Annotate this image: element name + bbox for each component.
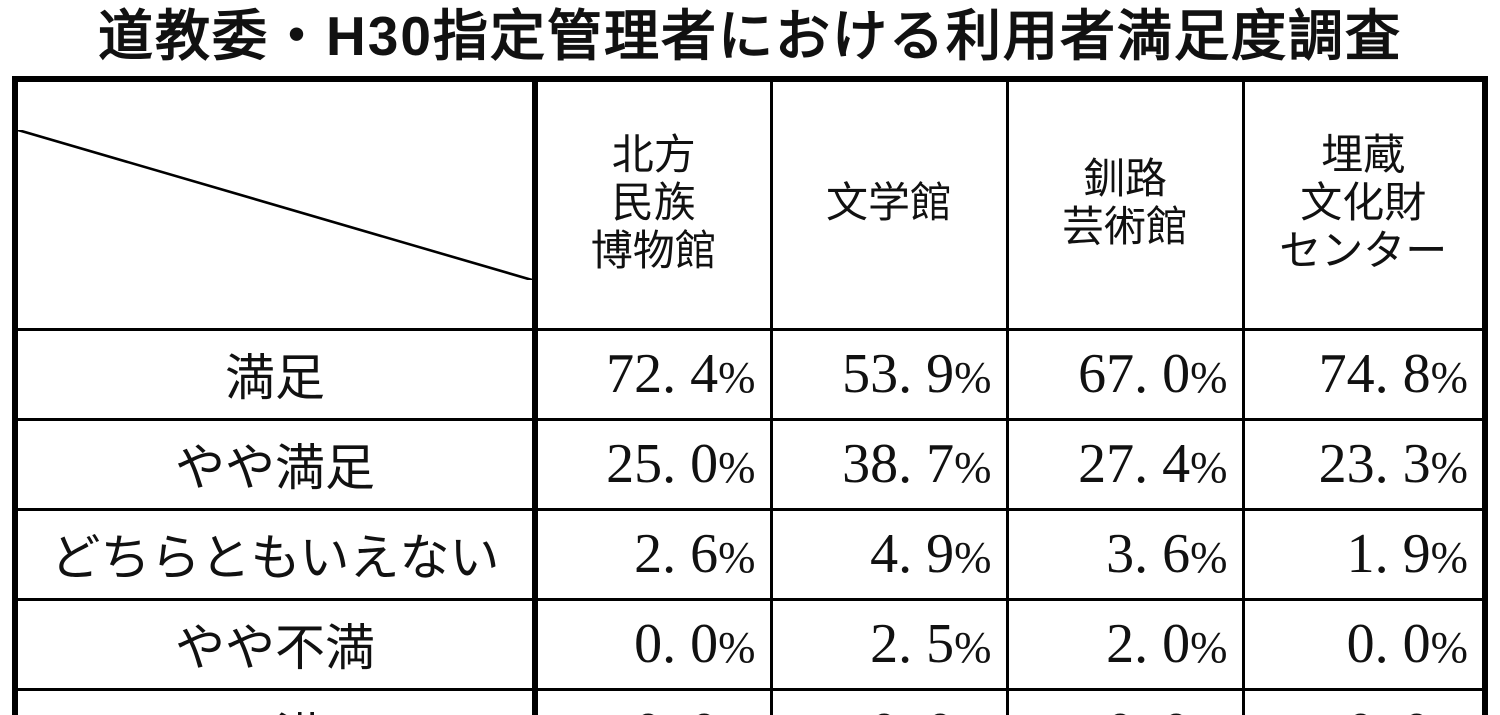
- value-number: 67. 0: [1078, 343, 1191, 405]
- column-header-hoppo-minzoku-hakubutsukan: 北方 民族 博物館: [533, 77, 773, 331]
- value-cell: 0. 0%: [1241, 687, 1487, 715]
- value-cell: 0. 0%: [533, 597, 773, 691]
- value-number: 72. 4: [606, 343, 719, 405]
- value-number: 0. 0: [870, 702, 954, 715]
- value-cell: 2. 5%: [769, 597, 1009, 691]
- percent-sign: %: [1190, 442, 1228, 492]
- value-cell: 74. 8%: [1241, 327, 1487, 421]
- value-cell: 0. 0%: [533, 687, 773, 715]
- value-cell: 23. 3%: [1241, 417, 1487, 511]
- percent-sign: %: [954, 622, 992, 672]
- percent-sign: %: [1190, 352, 1228, 402]
- percent-sign: %: [954, 711, 991, 715]
- value-cell: 2. 6%: [533, 507, 773, 601]
- value-number: 2. 5: [870, 613, 955, 675]
- percent-sign: %: [1430, 622, 1468, 672]
- table-row-yaya-fuman: やや不満 0. 0% 2. 5% 2. 0% 0. 0%: [13, 597, 1487, 691]
- column-header-maizo-bunkazai-center: 埋蔵 文化財 センター: [1241, 77, 1487, 331]
- value-number: 0. 0: [634, 613, 719, 675]
- value-cell: 0. 0%: [769, 687, 1009, 715]
- percent-sign: %: [718, 711, 755, 715]
- percent-sign: %: [1430, 442, 1468, 492]
- percent-sign: %: [718, 352, 756, 402]
- header-row: 北方 民族 博物館 文学館 釧路 芸術館 埋蔵 文化財 センター: [13, 77, 1487, 331]
- table-row-manzoku: 満足 72. 4% 53. 9% 67. 0% 74. 8%: [13, 327, 1487, 421]
- value-number: 25. 0: [606, 433, 719, 495]
- table-row-yaya-manzoku: やや満足 25. 0% 38. 7% 27. 4% 23. 3%: [13, 417, 1487, 511]
- table-row-dochiratomo-ienai: どちらともいえない 2. 6% 4. 9% 3. 6% 1. 9%: [13, 507, 1487, 601]
- value-cell: 72. 4%: [533, 327, 773, 421]
- table-row-fuman: 不満 0. 0% 0. 0% 0. 0% 0. 0%: [13, 687, 1487, 715]
- percent-sign: %: [1431, 711, 1468, 715]
- diagonal-line: [18, 129, 532, 280]
- percent-sign: %: [954, 442, 992, 492]
- percent-sign: %: [954, 532, 992, 582]
- percent-sign: %: [718, 622, 756, 672]
- row-label: やや不満: [13, 597, 538, 691]
- value-number: 53. 9: [842, 343, 955, 405]
- value-number: 0. 0: [1106, 702, 1190, 715]
- row-label: どちらともいえない: [13, 507, 538, 601]
- value-cell: 0. 0%: [1005, 687, 1245, 715]
- percent-sign: %: [1190, 711, 1227, 715]
- value-number: 3. 6: [1106, 523, 1191, 585]
- percent-sign: %: [1430, 532, 1468, 582]
- value-number: 0. 0: [1347, 702, 1431, 715]
- value-cell: 2. 0%: [1005, 597, 1245, 691]
- value-number: 38. 7: [842, 433, 955, 495]
- value-number: 23. 3: [1318, 433, 1431, 495]
- value-cell: 38. 7%: [769, 417, 1009, 511]
- value-number: 2. 6: [634, 523, 719, 585]
- percent-sign: %: [1190, 532, 1228, 582]
- row-label: やや満足: [13, 417, 538, 511]
- value-number: 1. 9: [1346, 523, 1431, 585]
- column-header-bungakukan: 文学館: [769, 77, 1009, 331]
- percent-sign: %: [954, 352, 992, 402]
- value-number: 0. 0: [1346, 613, 1431, 675]
- percent-sign: %: [718, 442, 756, 492]
- value-number: 0. 0: [634, 702, 718, 715]
- value-cell: 25. 0%: [533, 417, 773, 511]
- value-number: 2. 0: [1106, 613, 1191, 675]
- page-title: 道教委・H30指定管理者における利用者満足度調査: [98, 5, 1402, 67]
- value-cell: 27. 4%: [1005, 417, 1245, 511]
- value-cell: 53. 9%: [769, 327, 1009, 421]
- row-label: 不満: [13, 687, 538, 715]
- value-cell: 0. 0%: [1241, 597, 1487, 691]
- percent-sign: %: [1430, 352, 1468, 402]
- percent-sign: %: [1190, 622, 1228, 672]
- corner-cell: [13, 77, 538, 331]
- value-number: 27. 4: [1078, 433, 1191, 495]
- value-number: 4. 9: [870, 523, 955, 585]
- value-cell: 67. 0%: [1005, 327, 1245, 421]
- percent-sign: %: [718, 532, 756, 582]
- column-header-kushiro-geijutsukan: 釧路 芸術館: [1005, 77, 1245, 331]
- value-cell: 1. 9%: [1241, 507, 1487, 601]
- value-number: 74. 8: [1318, 343, 1431, 405]
- satisfaction-table: 北方 民族 博物館 文学館 釧路 芸術館 埋蔵 文化財 センター 満足 72. …: [12, 75, 1488, 715]
- value-cell: 4. 9%: [769, 507, 1009, 601]
- value-cell: 3. 6%: [1005, 507, 1245, 601]
- row-label: 満足: [13, 327, 538, 421]
